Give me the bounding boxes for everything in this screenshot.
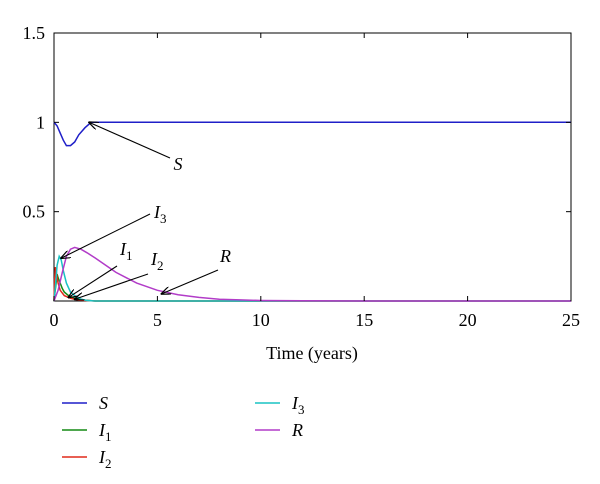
x-tick-label: 0: [50, 310, 59, 330]
label-name: S: [99, 393, 108, 413]
legend-item: I2: [62, 447, 112, 471]
label-name: R: [219, 246, 231, 266]
label-subscript: 2: [157, 258, 164, 273]
label-subscript: 3: [160, 211, 167, 226]
label-name: I: [153, 202, 161, 222]
label-subscript: 1: [126, 248, 133, 263]
series-label-text: I1: [119, 239, 133, 263]
series-line-i3: [53, 254, 571, 302]
label-subscript: 1: [105, 429, 112, 444]
series-label-text: S: [99, 393, 108, 413]
annotation-arrow: [162, 269, 219, 294]
series-label-text: I2: [150, 249, 164, 273]
label-name: I: [98, 447, 106, 467]
x-tick-label: 20: [459, 310, 477, 330]
annotation-arrow: [61, 213, 151, 258]
label-name: I: [150, 249, 158, 269]
label-name: R: [291, 420, 303, 440]
y-tick-label: 1.5: [23, 23, 46, 43]
x-tick-label: 5: [153, 310, 162, 330]
series-label-text: S: [174, 154, 183, 174]
axis-layer: 0 5 10 15 20 25 0.5 1 1.5: [23, 23, 581, 330]
label-subscript: 2: [105, 456, 112, 471]
series-label-text: I2: [98, 447, 112, 471]
annotation-arrow: [68, 265, 118, 297]
y-tick-label: 1: [36, 112, 45, 132]
legend-item: I1: [62, 420, 112, 444]
x-tick-label: 15: [355, 310, 373, 330]
x-axis-title: Time (years): [266, 343, 358, 364]
x-tick-label: 25: [562, 310, 580, 330]
label-name: S: [174, 154, 183, 174]
series-label-text: I1: [98, 420, 112, 444]
label-name: I: [98, 420, 106, 440]
legend-item: R: [255, 420, 303, 440]
x-tick-label: 10: [252, 310, 270, 330]
legend-item: S: [62, 393, 108, 413]
label-subscript: 3: [298, 402, 305, 417]
series-label-text: I3: [291, 393, 305, 417]
label-name: I: [119, 239, 127, 259]
y-tick-label: 0.5: [23, 202, 46, 222]
series-label-text: R: [291, 420, 303, 440]
label-name: I: [291, 393, 299, 413]
series-label-text: I3: [153, 202, 167, 226]
series-label-text: R: [219, 246, 231, 266]
annotation-arrow: [89, 122, 171, 159]
annotation-arrow: [75, 273, 149, 299]
series-line-s: [53, 121, 571, 147]
legend-item: I3: [255, 393, 305, 417]
